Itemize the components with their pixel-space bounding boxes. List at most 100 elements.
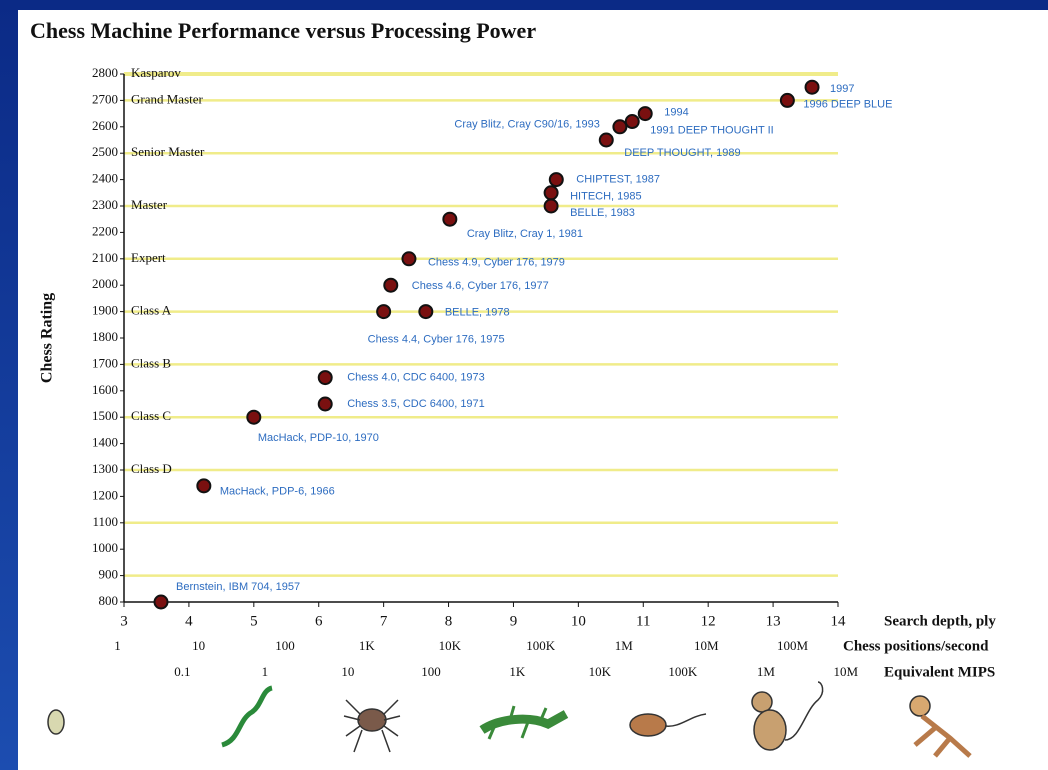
x3-tick-label: 100K xyxy=(668,664,698,679)
y-tick-label: 1800 xyxy=(92,329,118,344)
point-label: Chess 4.6, Cyber 176, 1977 xyxy=(412,280,549,292)
x3-tick-label: 100 xyxy=(421,664,441,679)
data-point xyxy=(545,200,558,213)
point-label: BELLE, 1978 xyxy=(445,307,510,319)
point-label: MacHack, PDP-6, 1966 xyxy=(220,486,335,498)
level-label: Class B xyxy=(131,355,171,370)
x-tick-label: 8 xyxy=(445,613,453,629)
data-point xyxy=(419,305,432,318)
x-tick-label: 9 xyxy=(510,613,518,629)
point-label: Bernstein, IBM 704, 1957 xyxy=(176,581,300,593)
level-label: Class C xyxy=(131,408,171,423)
x-tick-label: 7 xyxy=(380,613,388,629)
y-axis-title: Chess Rating xyxy=(39,293,56,383)
data-point xyxy=(600,134,613,147)
x2-tick-label: 10M xyxy=(694,638,719,653)
point-label: DEEP THOUGHT, 1989 xyxy=(624,147,740,159)
data-point xyxy=(443,213,456,226)
x2-axis-title: Chess positions/second xyxy=(843,638,989,654)
data-point xyxy=(545,186,558,199)
y-tick-label: 2400 xyxy=(92,171,118,186)
level-label: Expert xyxy=(131,250,166,265)
x2-tick-label: 100K xyxy=(526,638,556,653)
x-tick-label: 14 xyxy=(831,613,847,629)
x3-tick-label: 10 xyxy=(341,664,354,679)
x-axis-title: Search depth, ply xyxy=(884,613,996,629)
x-tick-label: 11 xyxy=(636,613,650,629)
egg-icon xyxy=(48,710,64,734)
point-label: Cray Blitz, Cray 1, 1981 xyxy=(467,228,583,240)
point-label: CHIPTEST, 1987 xyxy=(576,174,660,186)
x3-axis-title: Equivalent MIPS xyxy=(884,664,995,680)
point-label: Chess 4.4, Cyber 176, 1975 xyxy=(368,334,505,346)
y-tick-label: 2800 xyxy=(92,65,118,80)
y-tick-label: 2000 xyxy=(92,276,118,291)
x3-tick-label: 10M xyxy=(834,664,859,679)
x2-tick-label: 1 xyxy=(114,638,121,653)
x-tick-label: 13 xyxy=(766,613,781,629)
x2-tick-label: 1K xyxy=(359,638,376,653)
point-label: 1997 xyxy=(830,83,854,95)
x2-tick-label: 100 xyxy=(275,638,295,653)
y-tick-label: 1500 xyxy=(92,408,118,423)
level-label: Senior Master xyxy=(131,144,205,159)
data-point xyxy=(154,596,167,609)
y-tick-label: 1200 xyxy=(92,487,118,502)
point-label: 1994 xyxy=(664,107,688,119)
level-label: Grand Master xyxy=(131,91,204,106)
level-label: Class A xyxy=(131,303,172,318)
y-tick-label: 1600 xyxy=(92,382,118,397)
x-tick-label: 4 xyxy=(185,613,193,629)
data-point xyxy=(781,94,794,107)
y-tick-label: 2500 xyxy=(92,144,118,159)
x2-tick-label: 10 xyxy=(192,638,205,653)
page: Chess Machine Performance versus Process… xyxy=(0,0,1048,770)
level-label: Master xyxy=(131,197,168,212)
level-label: Class D xyxy=(131,461,172,476)
data-point xyxy=(247,411,260,424)
point-label: Chess 4.9, Cyber 176, 1979 xyxy=(428,257,565,269)
level-label: Kasparov xyxy=(131,65,181,80)
x3-tick-label: 1 xyxy=(262,664,269,679)
chart: Chess Machine Performance versus Process… xyxy=(0,0,1048,770)
data-point xyxy=(639,107,652,120)
x2-tick-label: 100M xyxy=(777,638,809,653)
x-tick-label: 5 xyxy=(250,613,258,629)
y-tick-label: 1900 xyxy=(92,303,118,318)
x-tick-label: 3 xyxy=(120,613,128,629)
y-tick-label: 1300 xyxy=(92,461,118,476)
point-label: 1996 DEEP BLUE xyxy=(803,98,892,110)
data-point xyxy=(377,305,390,318)
x-tick-label: 6 xyxy=(315,613,323,629)
y-tick-label: 2600 xyxy=(92,118,118,133)
x3-tick-label: 1K xyxy=(509,664,526,679)
data-point xyxy=(319,371,332,384)
y-tick-label: 1000 xyxy=(92,540,118,555)
x3-tick-label: 10K xyxy=(589,664,612,679)
point-label: Cray Blitz, Cray C90/16, 1993 xyxy=(454,119,600,131)
y-tick-label: 1100 xyxy=(92,514,118,529)
data-point xyxy=(402,252,415,265)
point-label: Chess 4.0, CDC 6400, 1973 xyxy=(347,372,485,384)
data-point xyxy=(613,120,626,133)
y-tick-label: 2100 xyxy=(92,250,118,265)
x3-tick-label: 0.1 xyxy=(174,664,190,679)
x-tick-label: 10 xyxy=(571,613,586,629)
point-label: BELLE, 1983 xyxy=(570,207,635,219)
x2-tick-label: 1M xyxy=(615,638,634,653)
data-point xyxy=(806,81,819,94)
chart-title: Chess Machine Performance versus Process… xyxy=(30,18,536,43)
y-tick-label: 900 xyxy=(99,567,119,582)
y-tick-label: 2300 xyxy=(92,197,118,212)
data-point xyxy=(319,398,332,411)
data-point xyxy=(384,279,397,292)
point-label: Chess 3.5, CDC 6400, 1971 xyxy=(347,398,485,410)
y-tick-label: 1700 xyxy=(92,355,118,370)
y-tick-label: 800 xyxy=(99,593,119,608)
data-point xyxy=(197,479,210,492)
y-tick-label: 1400 xyxy=(92,435,118,450)
point-label: HITECH, 1985 xyxy=(570,191,642,203)
data-point xyxy=(626,115,639,128)
x-tick-label: 12 xyxy=(701,613,716,629)
data-point xyxy=(550,173,563,186)
